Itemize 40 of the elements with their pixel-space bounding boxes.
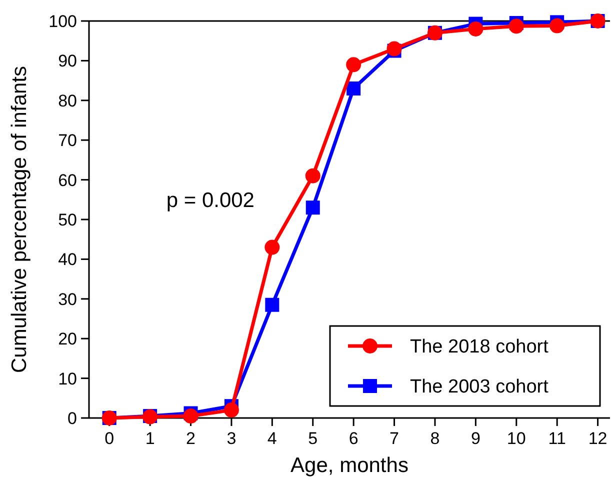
point xyxy=(346,57,362,72)
x-tick-label: 4 xyxy=(267,429,277,448)
x-tick-label: 11 xyxy=(548,429,566,448)
y-tick-label: 50 xyxy=(58,210,77,230)
y-tick-label: 40 xyxy=(58,250,77,270)
x-tick-label: 9 xyxy=(470,429,480,448)
y-tick-label: 0 xyxy=(68,408,77,428)
x-tick-label: 2 xyxy=(186,429,196,448)
x-axis-title: Age, months xyxy=(290,454,408,477)
y-tick-label: 60 xyxy=(58,170,77,190)
y-tick-label: 10 xyxy=(58,369,77,388)
y-tick-label: 20 xyxy=(58,330,77,349)
point xyxy=(550,18,565,34)
point xyxy=(265,298,280,312)
x-tick-label: 6 xyxy=(348,429,358,448)
x-tick-label: 8 xyxy=(430,429,440,448)
point xyxy=(346,81,361,96)
legend-label: The 2003 cohort xyxy=(410,376,550,398)
x-tick-label: 0 xyxy=(104,429,114,448)
y-tick-label: 80 xyxy=(58,91,77,110)
point xyxy=(468,21,484,36)
point xyxy=(224,402,239,418)
y-axis-title: Cumulative percentage of infants xyxy=(8,66,31,374)
y-tick-label: 100 xyxy=(48,12,77,31)
annotation: p = 0.002 xyxy=(166,189,255,212)
y-tick-label: 30 xyxy=(58,290,77,309)
point xyxy=(264,240,280,255)
x-tick-label: 12 xyxy=(588,429,608,448)
x-tick-label: 1 xyxy=(145,429,155,448)
x-tick-label: 7 xyxy=(390,429,400,448)
y-tick-label: 70 xyxy=(58,131,77,150)
x-tick-label: 5 xyxy=(308,429,318,448)
point xyxy=(305,168,320,184)
point xyxy=(508,18,524,34)
point xyxy=(183,408,198,424)
y-tick-label: 90 xyxy=(58,52,77,71)
point xyxy=(306,200,320,215)
x-tick-label: 3 xyxy=(226,429,236,448)
legend-label: The 2018 cohort xyxy=(410,336,550,358)
x-tick-label: 10 xyxy=(506,429,526,448)
